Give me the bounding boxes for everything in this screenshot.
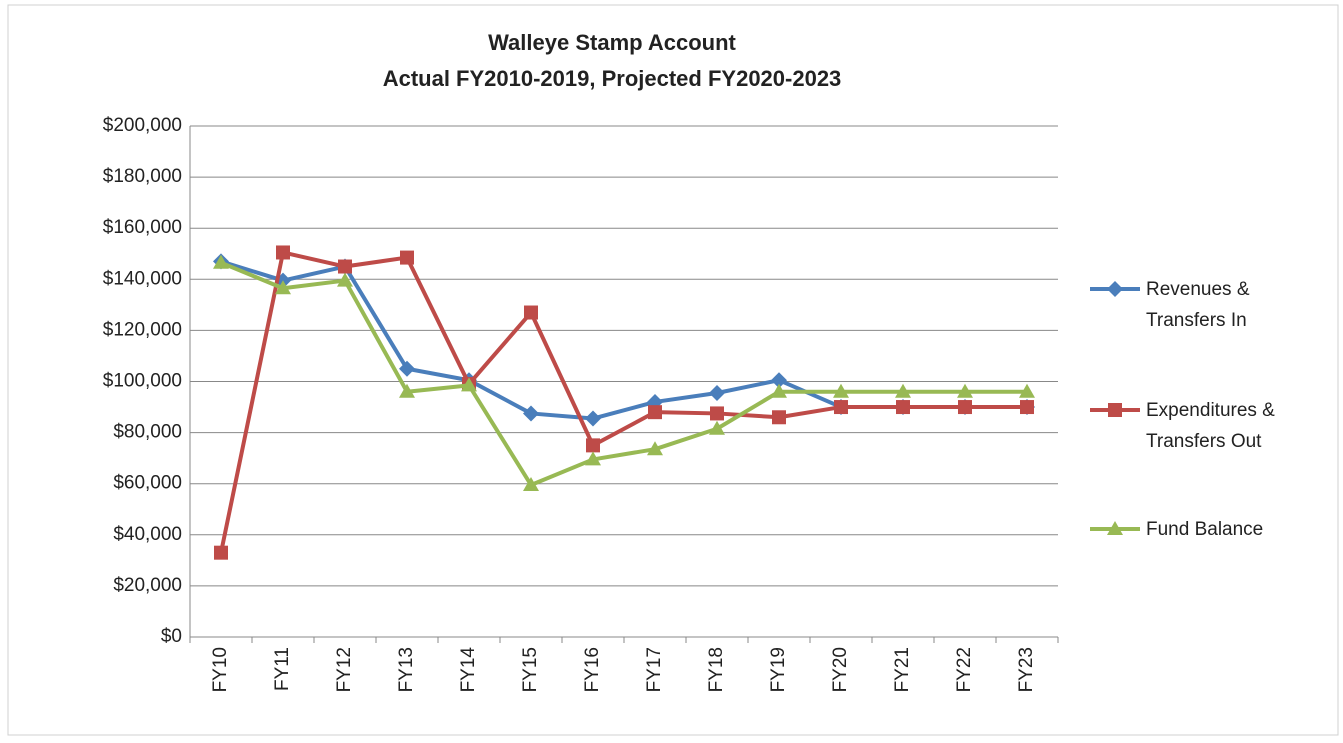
x-tick-label: FY16 <box>582 647 603 692</box>
marker <box>957 383 973 398</box>
y-tick-label: $200,000 <box>103 115 182 136</box>
marker <box>1020 400 1034 415</box>
x-tick-label: FY14 <box>458 647 479 693</box>
x-tick-label: FY19 <box>768 647 789 692</box>
marker <box>461 377 477 392</box>
marker <box>400 250 414 265</box>
marker <box>1107 281 1123 297</box>
marker <box>895 383 911 398</box>
x-tick-label: FY21 <box>892 647 913 692</box>
marker <box>524 305 538 320</box>
legend-label: Fund Balance <box>1146 519 1264 540</box>
marker <box>1107 521 1123 535</box>
chart-border <box>7 4 1339 736</box>
marker <box>709 384 725 401</box>
marker <box>276 245 290 260</box>
marker <box>958 400 972 415</box>
y-tick-label: $100,000 <box>103 371 182 392</box>
x-tick-label: FY23 <box>1016 647 1037 692</box>
marker <box>771 383 787 398</box>
legend-label: Expenditures & Transfers Out <box>1146 400 1275 452</box>
y-tick-label: $160,000 <box>103 217 182 238</box>
marker <box>214 545 228 560</box>
x-tick-label: FY12 <box>334 647 355 692</box>
x-tick-label: FY17 <box>644 647 665 692</box>
marker <box>338 259 352 274</box>
y-tick-label: $40,000 <box>113 524 182 545</box>
marker <box>709 420 725 435</box>
marker <box>834 400 848 415</box>
marker <box>213 254 229 269</box>
y-tick-label: $60,000 <box>113 473 182 494</box>
y-tick-label: $180,000 <box>103 166 182 187</box>
x-tick-label: FY15 <box>520 647 541 692</box>
marker <box>896 400 910 415</box>
marker <box>710 406 724 421</box>
marker <box>275 280 291 295</box>
x-tick-label: FY11 <box>272 647 293 691</box>
marker <box>585 410 601 427</box>
y-tick-label: $120,000 <box>103 319 182 340</box>
marker <box>648 405 662 420</box>
x-tick-label: FY20 <box>830 647 851 692</box>
x-tick-label: FY18 <box>706 647 727 692</box>
marker <box>647 441 663 456</box>
y-tick-label: $20,000 <box>113 575 182 596</box>
y-tick-label: $140,000 <box>103 268 182 289</box>
marker <box>1019 383 1035 398</box>
marker <box>337 272 353 287</box>
x-tick-label: FY13 <box>396 647 417 692</box>
y-tick-label: $80,000 <box>113 422 182 443</box>
legend-entry: Revenues & Transfers In <box>1146 279 1250 331</box>
legend-entry: Fund Balance <box>1146 519 1264 540</box>
marker <box>585 451 601 466</box>
series-line <box>220 260 1027 487</box>
chart-title: Walleye Stamp Account <box>488 30 736 55</box>
marker <box>771 372 787 389</box>
marker <box>523 476 539 491</box>
marker <box>399 360 415 377</box>
legend-entry: Expenditures & Transfers Out <box>1146 400 1275 452</box>
series <box>213 254 1035 491</box>
chart-subtitle: Actual FY2010-2019, Projected FY2020-202… <box>383 66 842 91</box>
marker <box>1108 403 1122 417</box>
x-tick-label: FY10 <box>210 647 231 692</box>
marker <box>523 405 539 422</box>
legend-label: Revenues & Transfers In <box>1146 279 1250 331</box>
marker <box>833 383 849 398</box>
marker <box>399 383 415 398</box>
x-tick-label: FY22 <box>954 647 975 692</box>
y-tick-label: $0 <box>161 626 182 647</box>
series-line <box>219 250 1027 554</box>
marker <box>772 410 786 425</box>
marker <box>586 438 600 453</box>
